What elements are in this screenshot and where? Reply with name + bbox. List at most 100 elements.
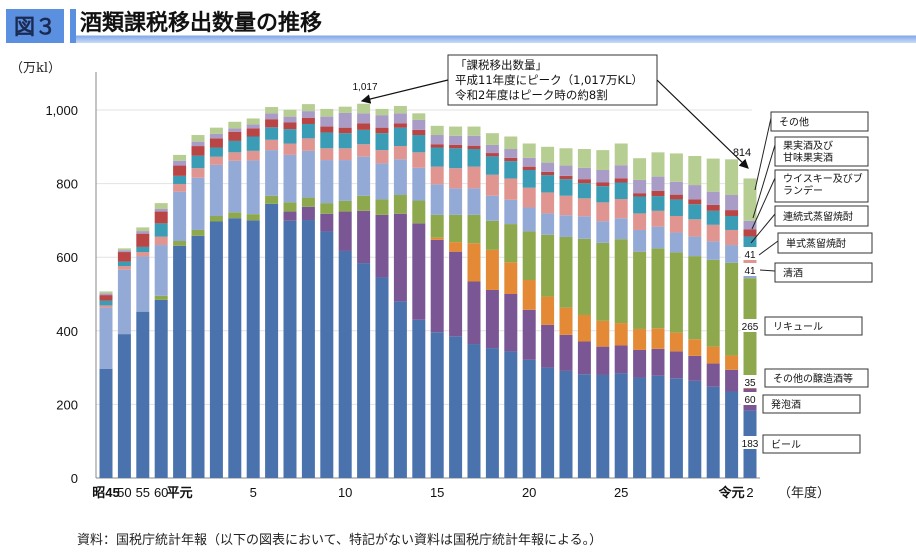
bar-segment [449, 144, 463, 149]
bar-segment [596, 182, 610, 187]
bar-segment [173, 165, 187, 176]
legend-box [774, 136, 869, 167]
bar-segment [191, 135, 205, 142]
bar-segment [283, 129, 297, 144]
peak-arrow [360, 79, 449, 104]
bar-segment [338, 200, 352, 212]
data-label: 35 [744, 378, 756, 389]
bar-segment [154, 245, 168, 296]
legend-box [774, 169, 869, 203]
y-tick-label: 800 [56, 177, 78, 192]
bar-segment [173, 160, 187, 166]
legend-label: その他 [779, 116, 809, 129]
x-tick-label: 15 [430, 485, 444, 500]
bar-segment [412, 167, 426, 201]
bar-segment [725, 159, 739, 196]
bar-segment [117, 334, 131, 478]
bar-segment [633, 179, 647, 194]
bar-segment [320, 148, 334, 161]
x-tick-label: 25 [614, 485, 628, 500]
bar-segment [743, 220, 757, 230]
bar-segment [393, 127, 407, 147]
page-title: 酒類課税移出数量の推移 [80, 11, 323, 36]
bar-segment [706, 386, 720, 478]
data-label: 183 [742, 439, 759, 450]
bar-segment [283, 154, 297, 203]
bar-segment [688, 339, 702, 356]
bar-segment [743, 178, 757, 221]
bar-segment [430, 239, 444, 333]
bar-segment [725, 355, 739, 370]
legend-box [774, 205, 869, 227]
bar-segment [614, 218, 628, 240]
data-label-bg [741, 319, 759, 332]
bar-segment [320, 160, 334, 204]
legend-label: 甘味果実酒 [783, 151, 833, 164]
bar-segment [209, 221, 223, 478]
bar-segment [393, 159, 407, 196]
bar-segment [688, 199, 702, 205]
annotation-box [447, 54, 658, 106]
bar-segment [541, 296, 555, 325]
bar-segment [577, 374, 591, 478]
bar-segment [504, 351, 518, 478]
bar-segment [614, 143, 628, 166]
data-label: 41 [744, 266, 756, 277]
bar-segment [522, 169, 536, 188]
bar-segment [99, 300, 113, 306]
bar-segment [449, 336, 463, 478]
bar-segment [375, 277, 389, 478]
bar-segment [99, 368, 113, 478]
bar-segment [357, 123, 371, 130]
bar-segment [669, 199, 683, 216]
annotation-line: 平成11年度にピーク（1,017万KL） [455, 73, 643, 87]
bar-segment [246, 118, 260, 125]
bar-segment [393, 146, 407, 160]
bar-segment [265, 139, 279, 151]
bar-segment [651, 375, 665, 478]
x-tick-label: 55 [136, 485, 150, 500]
bar-segment [228, 128, 242, 132]
bar-segment [688, 236, 702, 257]
bar-segment [651, 210, 665, 227]
bar-segment [209, 127, 223, 134]
bar-segment [467, 243, 481, 282]
bar-segment [504, 178, 518, 200]
bar-segment [430, 166, 444, 185]
y-tick-label: 200 [56, 397, 78, 412]
bar-segment [430, 332, 444, 478]
bar-segment [173, 175, 187, 184]
bar-segment [688, 219, 702, 237]
bar-segment [596, 169, 610, 183]
bar-segment [136, 252, 150, 257]
bar-segment [228, 152, 242, 161]
bar-segment [338, 250, 352, 478]
bar-segment [633, 158, 647, 180]
bar-segment [136, 231, 150, 234]
bar-segment [117, 250, 131, 253]
x-tick-label: 10 [338, 485, 352, 500]
bar-segment [559, 236, 573, 308]
bar-segment [614, 345, 628, 374]
bar-segment [651, 176, 665, 191]
bar-segment [504, 199, 518, 225]
bar-segment [669, 153, 683, 182]
bar-segment [246, 214, 260, 221]
legend-leader-line [751, 177, 776, 230]
bar-segment [265, 107, 279, 114]
bar-segment [430, 184, 444, 215]
bar-segment [522, 280, 536, 310]
y-axis-title: （万kl） [10, 61, 61, 76]
bar-segment [596, 221, 610, 243]
bar-segment [669, 378, 683, 478]
peak-label: 1,017 [352, 82, 377, 93]
bar-segment [541, 162, 555, 172]
bar-segment [449, 214, 463, 243]
bar-segment [99, 293, 113, 296]
bar-segment [117, 266, 131, 270]
bar-segment [412, 319, 426, 478]
total-label-latest: 814 [733, 147, 751, 159]
bar-segment [577, 198, 591, 217]
bar-segment [522, 207, 536, 232]
bar-segment [596, 242, 610, 321]
